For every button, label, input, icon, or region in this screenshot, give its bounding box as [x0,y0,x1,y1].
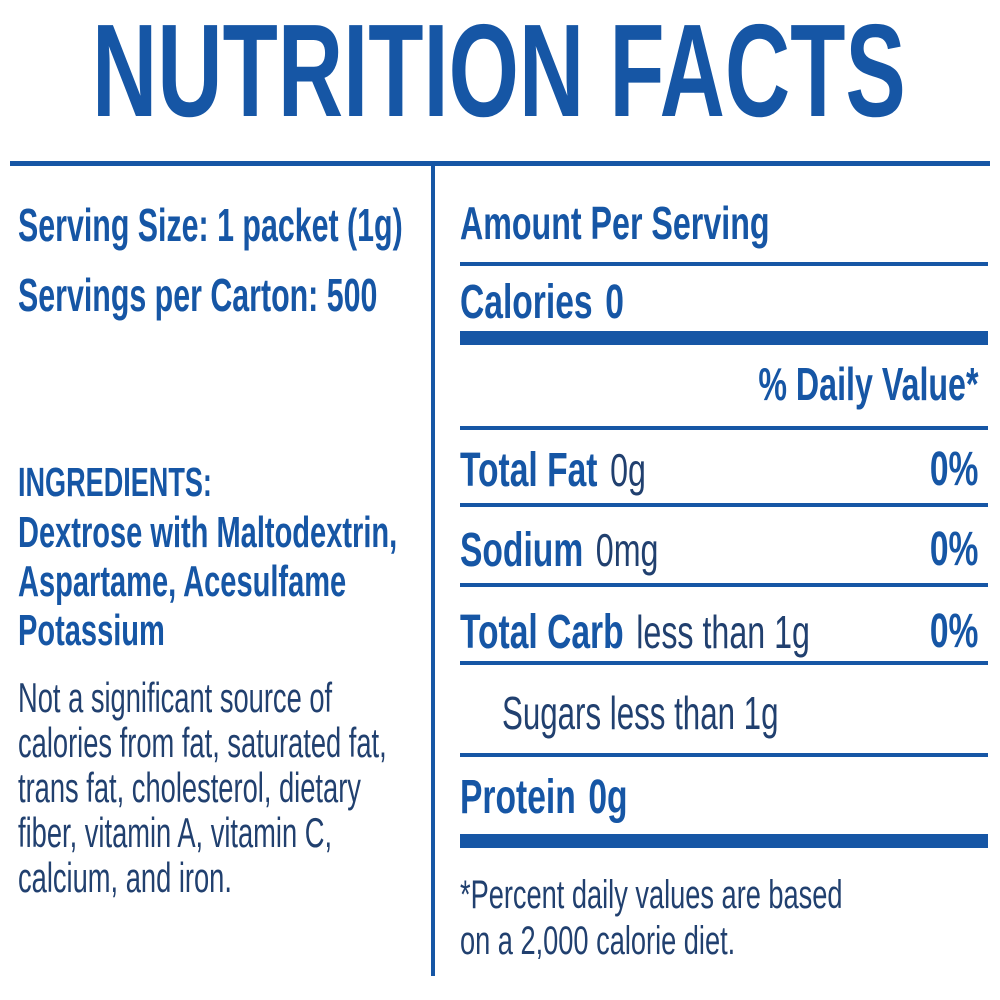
servings-per-carton-line: Servings per Carton: 500 [18,272,563,318]
nutrient-label: Total Carb [460,606,624,659]
thin-rule-4 [460,583,988,587]
nutrient-value: 0g [610,444,646,496]
amount-per-serving-header: Amount Per Serving [460,200,902,246]
footnote-line: on a 2,000 calorie diet. [460,919,736,963]
daily-value-percent: 0% [929,523,978,576]
nutrient-group: Sodium 0mg [460,526,658,575]
ingredients-line: Aspartame, Acesulfame [18,557,347,606]
protein-group: Protein 0g [460,774,628,822]
nutrient-label: Sodium [460,524,584,577]
protein-row: Protein 0g [460,774,699,822]
daily-value-header-text: % Daily Value* [757,358,978,410]
ingredients-line: Potassium [18,606,165,655]
disclaimer-line: trans fat, cholesterol, dietary [18,764,361,811]
servings-per-carton-text: Servings per Carton: 500 [18,269,378,321]
amount-per-serving-text: Amount Per Serving [460,197,770,249]
daily-value-header: % Daily Value* [460,361,978,407]
nutrient-disclaimer: Not a significant source of calories fro… [18,675,585,900]
thin-rule-5 [460,661,988,665]
sugars-text: Sugars less than 1g [502,687,779,739]
disclaimer-line: calories from fat, saturated fat, [18,719,387,766]
column-divider [431,161,435,976]
calories-value: 0 [605,276,624,329]
thick-bar-1 [460,331,988,345]
ingredients-heading: INGREDIENTS: [18,462,312,503]
daily-value-footnote: *Percent daily values are based on a 2,0… [460,872,1000,964]
protein-label: Protein [460,771,576,824]
thick-bar-2 [460,834,988,848]
nutrient-group: Total Fat 0g [460,446,646,495]
title-rule [10,161,990,166]
daily-value-percent: 0% [929,443,978,496]
nutrient-row-total-carb: Total Carb less than 1g 0% [460,608,988,657]
footnote-line: *Percent daily values are based [460,873,843,917]
daily-value-percent: 0% [929,605,978,658]
thin-rule-2 [460,426,988,430]
protein-value: 0g [588,771,628,824]
serving-size-line: Serving Size: 1 packet (1g) [18,202,601,248]
nutrient-row-sodium: Sodium 0mg 0% [460,526,988,575]
nutrient-row-total-fat: Total Fat 0g 0% [460,446,988,495]
ingredients-line: Dextrose with Maltodextrin, [18,508,398,557]
nutrient-group: Total Carb less than 1g [460,608,810,657]
ingredients-heading-text: INGREDIENTS: [18,459,212,505]
calories-row: Calories 0 [460,279,694,327]
disclaimer-line: Not a significant source of [18,674,333,721]
thin-rule-1 [460,262,988,266]
thin-rule-6 [460,753,988,757]
calories-group: Calories 0 [460,279,624,327]
label-title: NUTRITION FACTS [92,5,1000,137]
thin-rule-3 [460,503,988,507]
serving-size-text: Serving Size: 1 packet (1g) [18,199,403,251]
disclaimer-line: fiber, vitamin A, vitamin C, [18,809,333,856]
sugars-row: Sugars less than 1g [502,690,909,736]
calories-label: Calories [460,276,593,329]
ingredients-list: Dextrose with Maltodextrin, Aspartame, A… [18,508,593,655]
disclaimer-line: calcium, and iron. [18,854,232,901]
nutrient-value: less than 1g [636,606,810,658]
nutrient-value: 0mg [595,524,659,576]
label-title-text: NUTRITION FACTS [92,0,906,144]
nutrient-label: Total Fat [460,444,598,497]
